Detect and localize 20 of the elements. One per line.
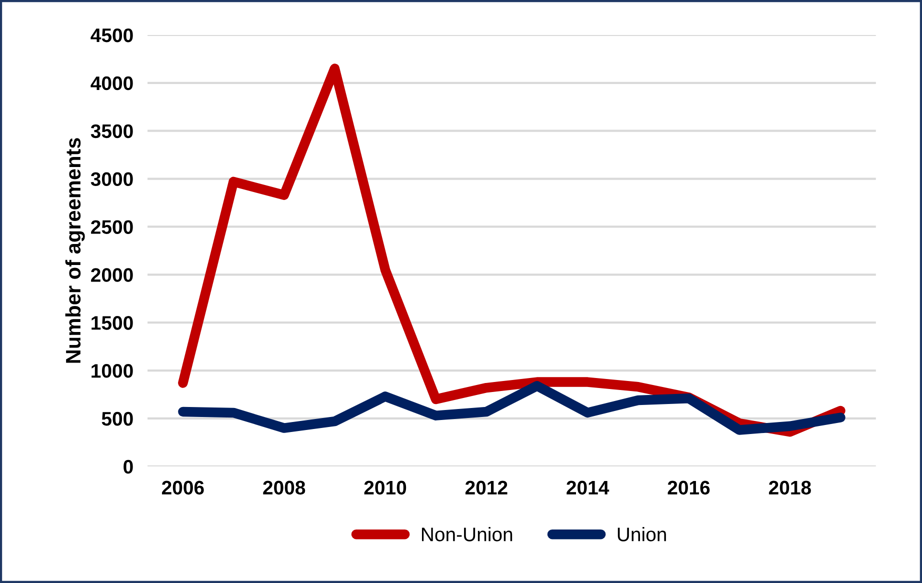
y-tick-label: 0 — [124, 460, 133, 474]
x-tick-label: 2006 — [162, 480, 204, 495]
y-tick-label: 4500 — [90, 28, 133, 42]
x-tick-label: 2012 — [465, 480, 508, 495]
x-tick-label: 2014 — [566, 480, 610, 495]
y-tick-label: 4000 — [90, 76, 133, 90]
y-tick-label: 1000 — [92, 364, 133, 378]
y-tick-label: 2000 — [91, 268, 133, 282]
x-tick-label: 2016 — [668, 480, 710, 495]
y-tick-label: 3500 — [90, 124, 133, 138]
x-tick-label: 2008 — [263, 480, 306, 495]
x-tick-label: 2010 — [364, 480, 406, 495]
y-tick-label: 1500 — [92, 316, 133, 330]
y-tick-label: 3000 — [90, 172, 133, 186]
y-tick-label: 2500 — [91, 220, 133, 234]
legend-label: Union — [618, 527, 666, 542]
legend-label: Non-Union — [422, 527, 512, 542]
y-tick-label: 500 — [102, 412, 133, 426]
y-axis-title: Number of agreements — [65, 138, 85, 363]
x-tick-label: 2018 — [768, 480, 811, 495]
